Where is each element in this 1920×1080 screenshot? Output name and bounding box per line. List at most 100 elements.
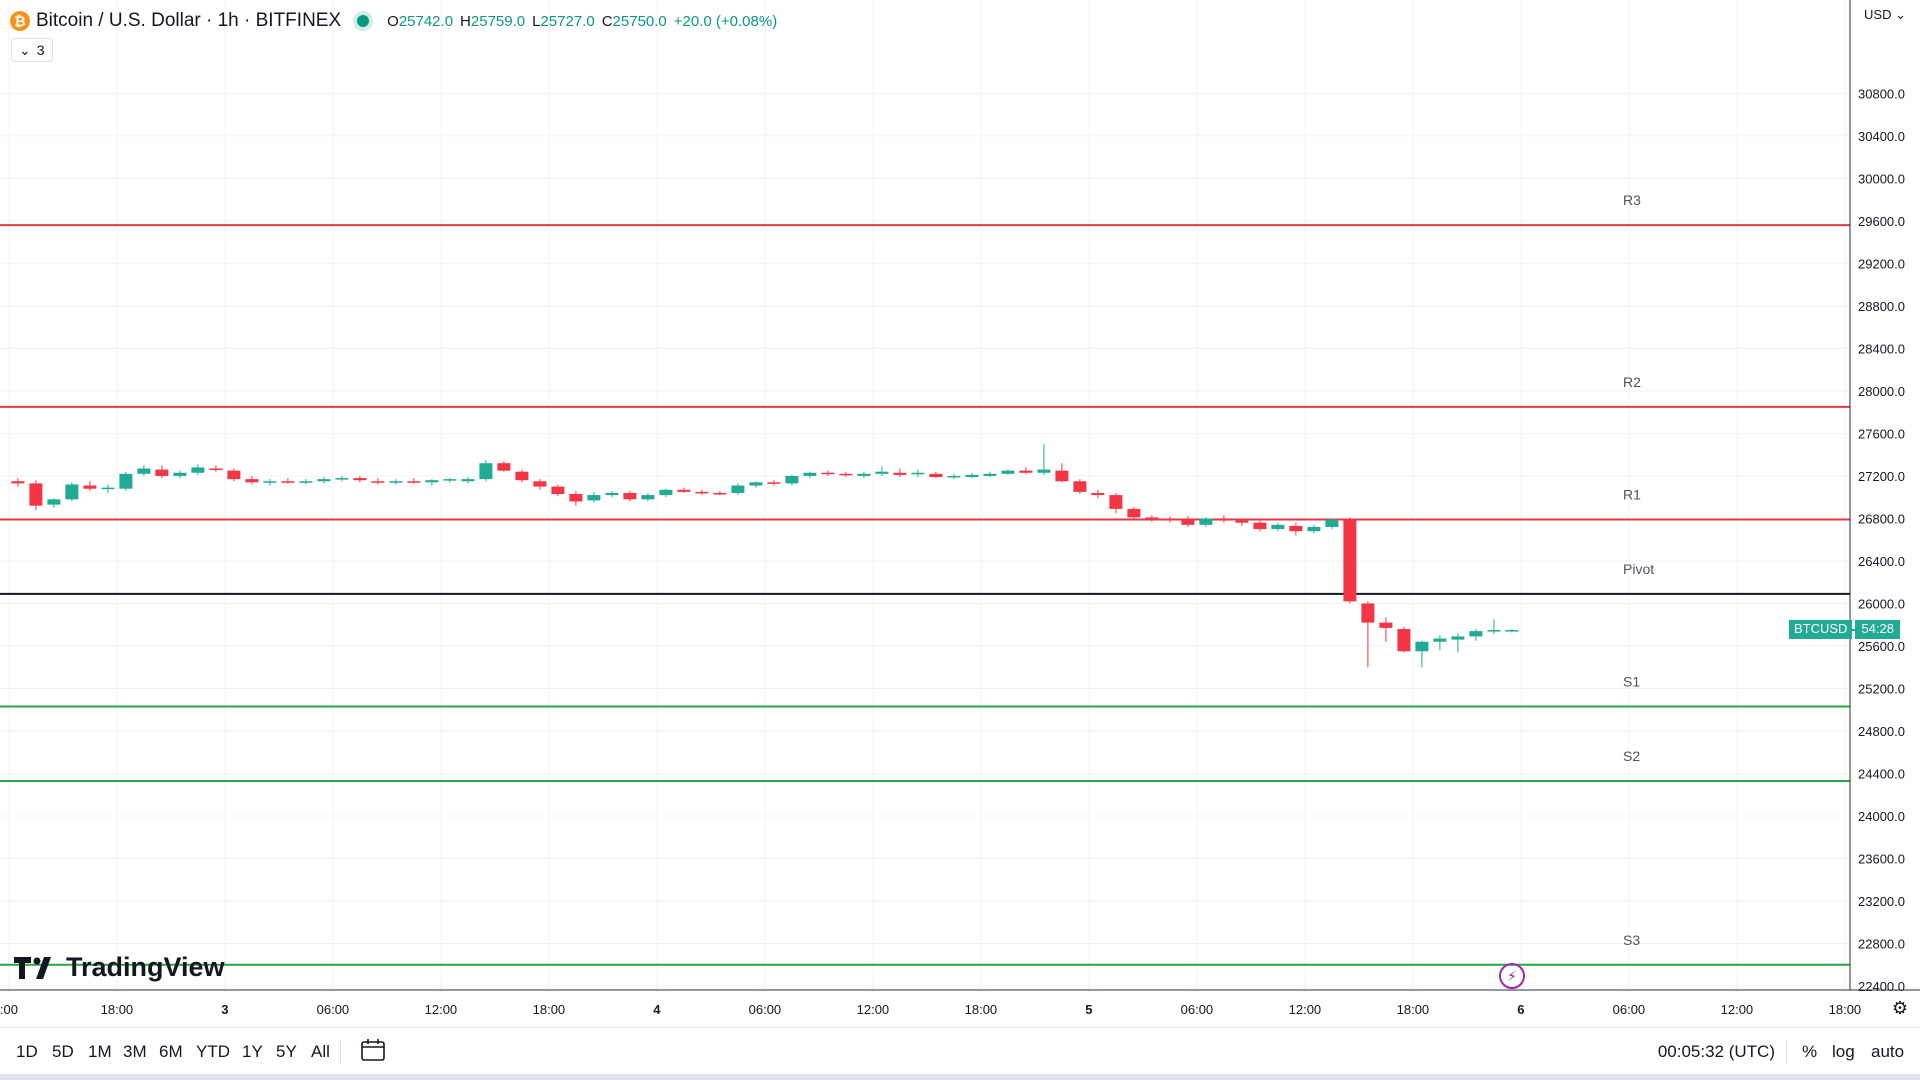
price-tick-label: 25600.0 xyxy=(1858,639,1905,654)
level-label-s1: S1 xyxy=(1623,674,1640,690)
candle-body xyxy=(155,469,169,476)
price-tick-label: 28800.0 xyxy=(1858,299,1905,314)
candle xyxy=(101,484,115,493)
candle xyxy=(623,490,637,502)
candle xyxy=(227,468,241,482)
market-status-icon[interactable] xyxy=(357,15,370,27)
candle-body xyxy=(83,485,97,489)
candle xyxy=(1379,617,1393,642)
candle-body xyxy=(749,482,763,486)
candle xyxy=(515,469,529,483)
candle-body xyxy=(893,472,907,475)
timeframe-button-5d[interactable]: 5D xyxy=(52,1042,74,1061)
close-value: 25750.0 xyxy=(612,12,667,30)
candle xyxy=(83,481,97,491)
utc-clock[interactable]: 00:05:32 (UTC) xyxy=(1657,1042,1775,1061)
candle-body xyxy=(1235,520,1249,523)
candle xyxy=(1073,479,1087,495)
time-tick-label: 5 xyxy=(1085,1002,1092,1017)
flash-icon[interactable]: ⚡ xyxy=(1499,963,1525,989)
tradingview-logo[interactable]: TradingView xyxy=(14,952,225,983)
candle xyxy=(155,465,169,479)
candle xyxy=(1433,635,1447,651)
candle xyxy=(893,468,907,478)
timeframe-button-3m[interactable]: 3M xyxy=(123,1042,147,1061)
candle xyxy=(1127,506,1141,520)
candle xyxy=(911,469,925,478)
candle xyxy=(1505,629,1519,633)
settings-gear-icon[interactable]: ⚙ xyxy=(1891,998,1908,1018)
price-tick-label: 22400.0 xyxy=(1858,979,1905,994)
percent-scale-toggle[interactable]: % xyxy=(1802,1042,1818,1061)
candle-body xyxy=(785,475,799,484)
price-tick-label: 26000.0 xyxy=(1858,596,1905,611)
candle-body xyxy=(1451,636,1465,640)
candle xyxy=(839,471,853,478)
candle-body xyxy=(1199,518,1213,525)
candle xyxy=(1145,515,1159,522)
timeframe-button-1m[interactable]: 1M xyxy=(88,1042,112,1061)
level-label-r1: R1 xyxy=(1623,487,1641,503)
open-value: 25742.0 xyxy=(398,12,454,30)
timeframe-button-ytd[interactable]: YTD xyxy=(196,1042,230,1061)
candle xyxy=(425,479,439,486)
price-tick-label: 29600.0 xyxy=(1858,214,1905,229)
log-scale-toggle[interactable]: log xyxy=(1832,1042,1855,1061)
candle xyxy=(299,479,313,485)
candle xyxy=(983,471,997,478)
candle-body xyxy=(911,472,925,475)
candle-body xyxy=(299,481,313,483)
candle-body xyxy=(101,487,115,490)
indicators-toggle-button[interactable]: ⌄ 3 xyxy=(11,38,53,62)
price-tick-label: 30400.0 xyxy=(1858,129,1905,144)
price-tick-label: 26800.0 xyxy=(1858,511,1905,526)
symbol-legend: ₿ Bitcoin / U.S. Dollar · 1h · BITFINEX … xyxy=(10,8,777,34)
pivot-levels: R3 R2 R1 Pivot S1 S2 S3 xyxy=(0,192,1850,966)
time-tick-label: 4 xyxy=(653,1002,661,1017)
symbol-title[interactable]: Bitcoin / U.S. Dollar · 1h · BITFINEX xyxy=(36,10,342,31)
candle-body xyxy=(353,478,367,481)
candle xyxy=(947,473,961,480)
candle-body xyxy=(947,475,961,478)
candle-body xyxy=(1505,630,1519,632)
candle xyxy=(389,479,403,485)
currency-selector[interactable]: USD ⌄ xyxy=(1864,7,1906,22)
candle-body xyxy=(1109,495,1123,509)
candle xyxy=(335,475,349,482)
time-tick-label: 12:00 xyxy=(1721,1002,1754,1017)
candle-body xyxy=(425,480,439,483)
level-label-r2: R2 xyxy=(1623,374,1641,390)
timeframe-button-1y[interactable]: 1Y xyxy=(242,1042,263,1061)
auto-scale-toggle[interactable]: auto xyxy=(1871,1042,1905,1061)
date-range-calendar-icon[interactable] xyxy=(360,1038,386,1067)
close-key: C xyxy=(601,12,613,30)
candle-body xyxy=(119,473,133,489)
candle xyxy=(929,471,943,479)
candle-body xyxy=(1001,470,1015,474)
time-tick-label: 12:00 xyxy=(425,1002,458,1017)
candle-body xyxy=(389,481,403,483)
candle xyxy=(191,464,205,475)
candle xyxy=(1271,522,1285,532)
timeframe-button-all[interactable]: All xyxy=(311,1042,330,1061)
timeframe-button-5y[interactable]: 5Y xyxy=(276,1042,297,1061)
price-tick-label: 23200.0 xyxy=(1858,894,1905,909)
high-value: 25759.0 xyxy=(470,12,526,30)
candle-body xyxy=(1433,638,1447,642)
candle-body xyxy=(1037,469,1051,473)
time-tick-label: 6 xyxy=(1517,1002,1524,1017)
price-axis[interactable]: 30800.0 30400.0 30000.0 29600.0 29200.0 28800… xyxy=(1849,0,1905,994)
candle xyxy=(1217,515,1231,523)
tradingview-logo-icon xyxy=(14,956,51,979)
chart-canvas[interactable]: R3 R2 R1 Pivot S1 S2 S3 30800.0 30400.0 30000.0 2… xyxy=(0,0,1920,1027)
candle xyxy=(713,490,727,496)
candle xyxy=(677,487,691,493)
candle-body xyxy=(497,463,511,471)
timeframe-button-6m[interactable]: 6M xyxy=(159,1042,183,1061)
timeframe-button-1d[interactable]: 1D xyxy=(16,1042,38,1061)
candle-body xyxy=(1181,519,1195,525)
footer-strip xyxy=(0,1074,1920,1080)
time-axis[interactable]: :00 18:00 3 06:00 12:00 18:00 4 06:00 12:00 18:00… xyxy=(0,989,1920,1017)
divider xyxy=(1786,1040,1787,1064)
candle xyxy=(659,488,673,498)
